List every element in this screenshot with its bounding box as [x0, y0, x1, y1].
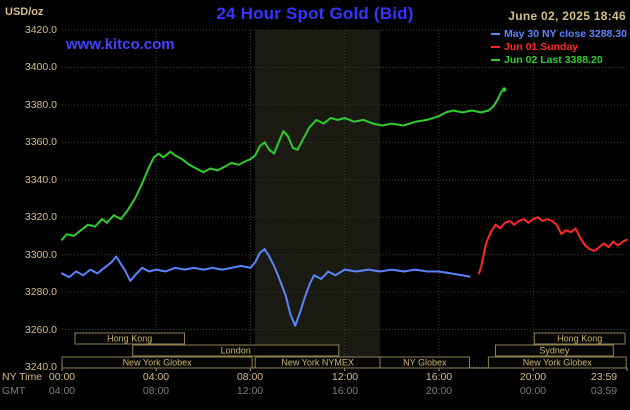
green-series-marker-icon — [491, 58, 501, 61]
series-line-jun02 — [61, 88, 506, 241]
ny-time-axis-label: NY Time — [2, 371, 43, 383]
x-tick-label-gmt: 04:00 — [48, 385, 76, 397]
nymex-session-band — [255, 30, 381, 367]
y-tick-label: 3340.0 — [24, 174, 57, 186]
x-tick-label-gmt: 16:00 — [331, 385, 359, 397]
y-tick-label: 3320.0 — [24, 211, 57, 223]
session-box — [379, 356, 470, 369]
x-tick-label-gmt: 12:00 — [236, 385, 264, 397]
y-axis-labels: 3420.0 3400.0 3380.0 3360.0 3340.0 3320.0 3300… — [0, 0, 58, 410]
legend-item-jun01: Jun 01 Sunday — [491, 40, 627, 53]
y-tick-label: 3300.0 — [24, 249, 57, 261]
session-label: Hong Kong — [557, 334, 602, 344]
session-box — [495, 344, 614, 357]
session-label: New York NYMEX — [281, 358, 354, 368]
session-box — [61, 356, 253, 369]
y-tick-label: 3280.0 — [24, 286, 57, 298]
y-tick-label: 3240.0 — [24, 361, 57, 373]
y-tick-label: 3400.0 — [24, 61, 57, 73]
x-tick-label-ny: 00:00 — [48, 371, 76, 383]
session-label: London — [221, 346, 251, 356]
session-box — [487, 356, 627, 369]
chart-datetime: June 02, 2025 18:46 — [508, 9, 626, 23]
y-tick-label: 3260.0 — [24, 324, 57, 336]
x-tick-label-ny: 16:00 — [425, 371, 453, 383]
y-tick-label: 3360.0 — [24, 136, 57, 148]
series-line-may30 — [61, 248, 471, 327]
red-series-marker-icon — [491, 45, 501, 48]
blue-series-marker-icon — [491, 32, 501, 35]
session-label: New York Globex — [523, 358, 593, 368]
x-tick-label-ny: 23:59 — [590, 371, 618, 383]
session-box — [132, 344, 340, 357]
session-label: New York Globex — [123, 358, 193, 368]
x-tick-label-ny: 12:00 — [331, 371, 359, 383]
gmt-axis-label: GMT — [2, 385, 26, 397]
legend-label-jun02: Jun 02 Last 3388.20 — [504, 53, 603, 66]
legend-label-may30: May 30 NY close 3288.30 — [504, 27, 627, 40]
legend-item-jun02: Jun 02 Last 3388.20 — [491, 53, 627, 66]
x-tick-label-ny: 20:00 — [519, 371, 547, 383]
session-box — [533, 332, 626, 345]
x-tick-label-ny: 08:00 — [236, 371, 264, 383]
chart-title: 24 Hour Spot Gold (Bid) — [216, 4, 414, 23]
x-tick-label-gmt: 03:59 — [590, 385, 618, 397]
last-price-dot — [501, 87, 507, 92]
x-tick-label-gmt: 20:00 — [425, 385, 453, 397]
session-label: NY Globex — [403, 358, 447, 368]
x-tick-label-ny: 04:00 — [142, 371, 170, 383]
session-label: Hong Kong — [107, 334, 152, 344]
legend-item-may30: May 30 NY close 3288.30 — [491, 27, 627, 40]
kitco-website-link[interactable]: www.kitco.com — [66, 36, 175, 53]
y-axis-units-label: USD/oz — [5, 6, 44, 18]
chart-legend: May 30 NY close 3288.30 Jun 01 Sunday Ju… — [491, 27, 627, 66]
x-tick-label-gmt: 08:00 — [142, 385, 170, 397]
legend-label-jun01: Jun 01 Sunday — [504, 40, 579, 53]
session-label: Sydney — [539, 346, 570, 356]
y-tick-label: 3380.0 — [24, 99, 57, 111]
y-tick-label: 3420.0 — [24, 24, 57, 36]
series-line-jun01 — [478, 216, 628, 275]
x-tick-label-gmt: 00:00 — [519, 385, 547, 397]
session-box — [74, 332, 185, 345]
